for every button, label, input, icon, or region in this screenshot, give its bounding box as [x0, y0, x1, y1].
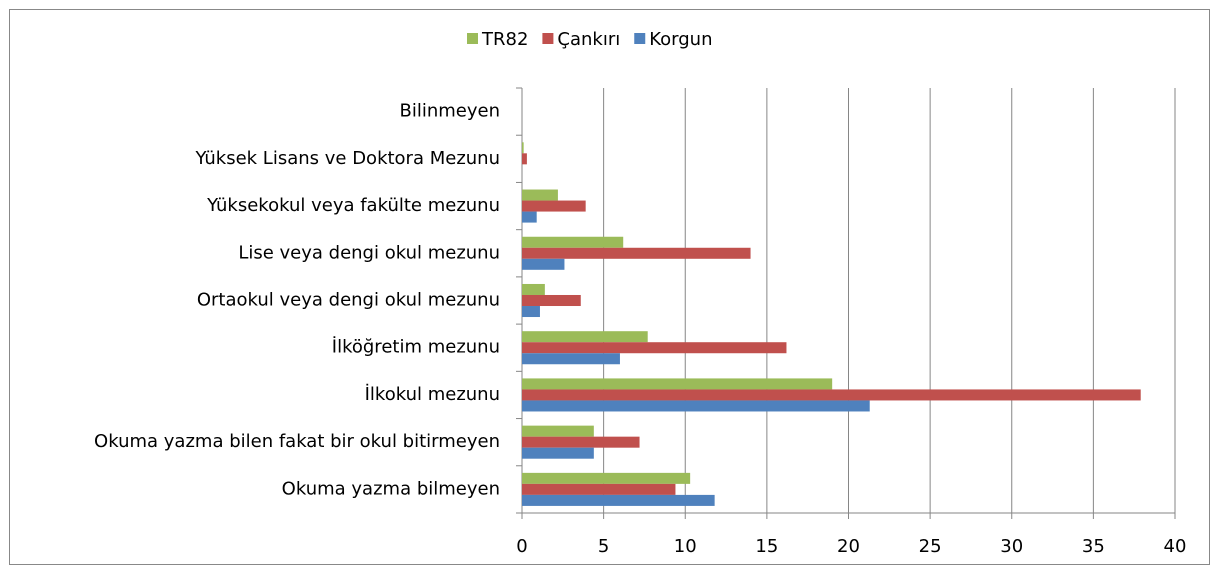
x-tick-label: 15: [755, 536, 778, 557]
legend-swatch: [467, 33, 478, 44]
legend-label: TR82: [481, 29, 528, 50]
bar: [522, 283, 545, 295]
y-tick-label: Okuma yazma bilmeyen: [282, 478, 500, 499]
bar: [522, 247, 751, 259]
y-tick-label: Okuma yazma bilen fakat bir okul bitirme…: [94, 431, 500, 452]
legend-swatch: [542, 33, 554, 44]
bar: [522, 236, 624, 248]
x-tick-label: 40: [1164, 536, 1187, 557]
y-tick-label: İlköğretim mezunu: [332, 337, 500, 358]
bar: [522, 306, 540, 318]
x-tick-label: 20: [837, 536, 860, 557]
bar: [522, 389, 1141, 401]
y-tick-label: Ortaokul veya dengi okul mezunu: [197, 290, 500, 311]
bar: [522, 200, 586, 212]
legend-label: Çankırı: [557, 29, 620, 50]
legend-label: Korgun: [649, 29, 712, 50]
bar: [522, 472, 691, 484]
x-tick-label: 5: [598, 536, 609, 557]
y-tick-label: Lise veya dengi okul mezunu: [238, 242, 500, 263]
bar: [522, 436, 640, 448]
y-tick-label: Yüksekokul veya fakülte mezunu: [206, 195, 500, 216]
bar: [522, 211, 537, 223]
x-tick-label: 30: [1000, 536, 1023, 557]
bar: [522, 142, 524, 154]
bar: [522, 400, 870, 412]
x-tick-label: 35: [1082, 536, 1105, 557]
bar: [522, 378, 833, 390]
bar: [522, 483, 676, 495]
chart-border: [9, 9, 1210, 565]
bar: [522, 447, 594, 459]
x-tick-label: 10: [674, 536, 697, 557]
y-tick-label: Bilinmeyen: [399, 101, 500, 122]
bar: [522, 353, 620, 365]
bar: [522, 342, 787, 354]
legend-swatch: [634, 33, 646, 44]
bar: [522, 153, 527, 165]
x-tick-label: 0: [516, 536, 527, 557]
bar: [522, 425, 594, 437]
bar: [522, 294, 581, 307]
bar: [522, 494, 715, 506]
x-tick-label: 25: [919, 536, 942, 557]
bar: [522, 258, 565, 270]
y-tick-label: Yüksek Lisans ve Doktora Mezunu: [194, 148, 500, 169]
bar: [522, 331, 648, 343]
y-tick-label: İlkokul mezunu: [365, 384, 500, 405]
bar: [522, 189, 558, 201]
